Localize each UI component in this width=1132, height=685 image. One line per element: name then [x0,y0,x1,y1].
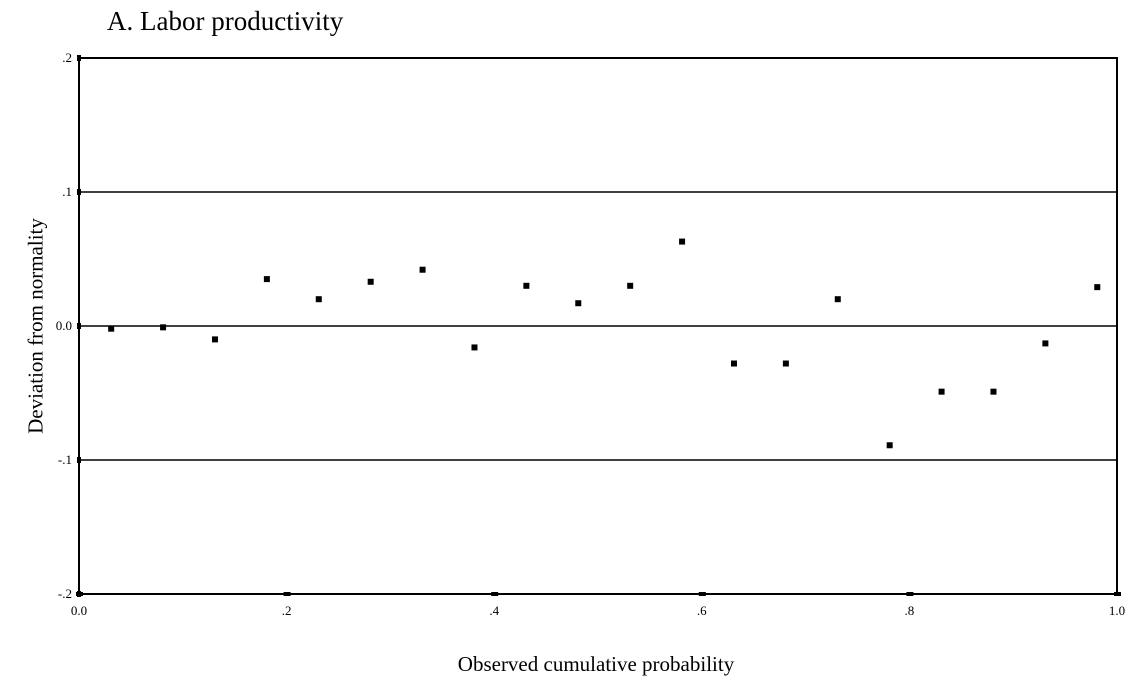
data-point-0 [108,325,115,332]
y-tick-label-3: -.1 [58,452,72,467]
data-point-6 [419,266,426,273]
x-tick-mark-0 [76,592,83,596]
x-tick-label-2: .4 [489,603,499,618]
reference-lines [79,191,1117,461]
y-tick-mark-0 [77,55,81,61]
data-point-16 [938,388,945,395]
x-tick-label-5: 1.0 [1109,603,1125,618]
x-tick-label-4: .8 [905,603,915,618]
y-tick-mark-2 [77,323,81,329]
data-point-7 [471,344,478,351]
y-axis-ticks: .2 .1 0.0 -.1 -.2 [56,50,81,601]
data-point-12 [730,360,737,367]
y-tick-mark-3 [77,457,81,463]
data-point-13 [782,360,789,367]
x-axis-label: Observed cumulative probability [457,652,735,676]
data-point-5 [367,278,374,285]
data-point-9 [575,300,582,307]
x-tick-mark-5 [1114,592,1121,596]
x-tick-mark-4 [906,592,914,596]
data-point-10 [627,282,634,289]
x-tick-label-0: 0.0 [71,603,87,618]
data-point-2 [211,336,218,343]
data-point-4 [315,296,322,303]
data-points [108,238,1101,449]
data-point-8 [523,282,530,289]
y-tick-label-4: -.2 [58,586,72,601]
data-point-11 [679,238,686,245]
data-point-15 [886,442,893,449]
chart-title: A. Labor productivity [107,6,344,36]
x-tick-mark-1 [283,592,291,596]
y-tick-label-0: .2 [62,50,72,65]
data-point-14 [834,296,841,303]
x-axis-ticks: 0.0 .2 .4 .6 .8 1.0 [71,592,1125,618]
x-tick-mark-2 [491,592,499,596]
data-point-19 [1094,284,1101,291]
x-tick-mark-3 [698,592,706,596]
x-tick-label-3: .6 [697,603,707,618]
data-point-3 [263,276,270,283]
data-point-1 [160,324,167,331]
y-tick-label-1: .1 [62,184,72,199]
y-tick-label-2: 0.0 [56,318,72,333]
data-point-18 [1042,340,1049,347]
y-tick-mark-1 [77,189,81,195]
x-tick-label-1: .2 [282,603,292,618]
data-point-17 [990,388,997,395]
